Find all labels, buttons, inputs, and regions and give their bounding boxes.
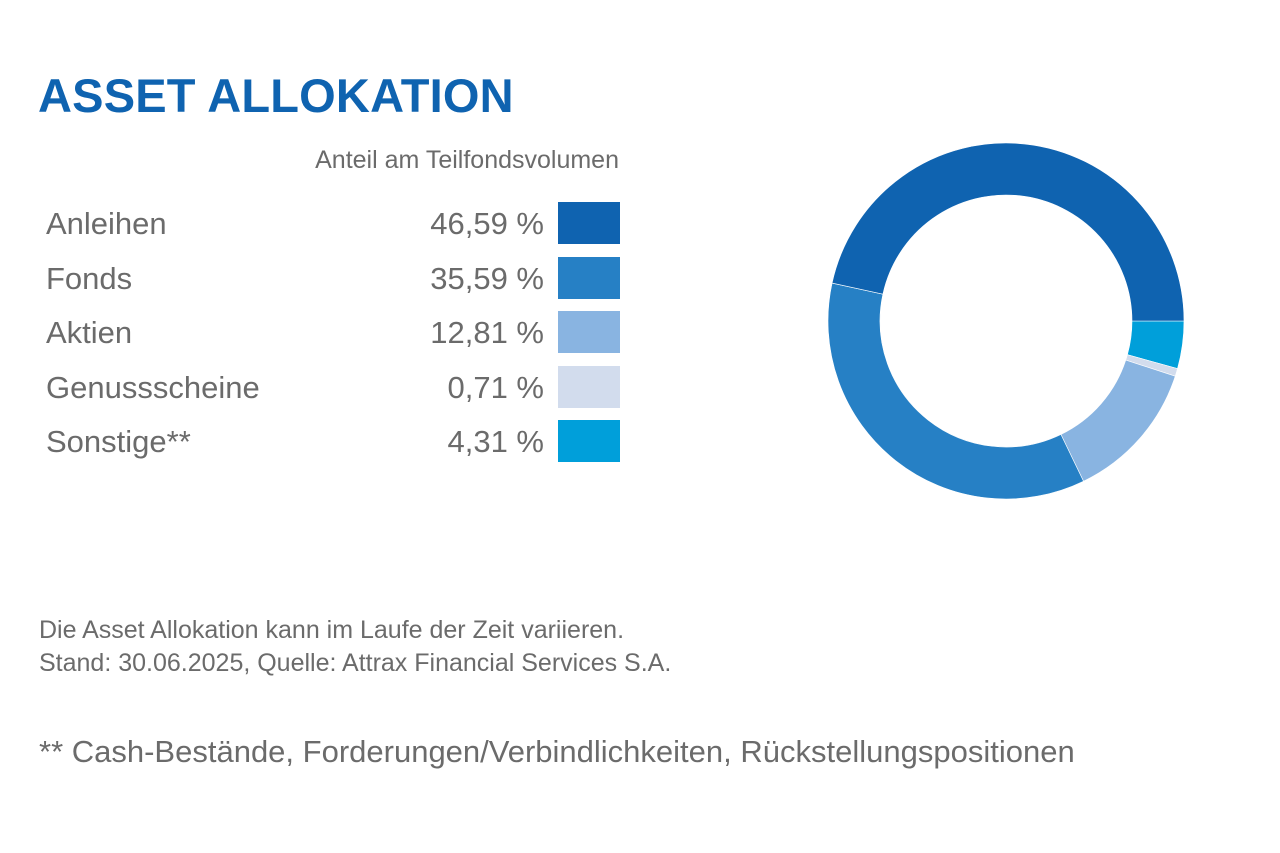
- legend-row-sonstige: Sonstige** 4,31 %: [46, 418, 620, 473]
- donut-chart: [827, 142, 1185, 500]
- legend-swatch: [558, 311, 620, 353]
- legend-row-fonds: Fonds 35,59 %: [46, 255, 620, 310]
- legend-swatch: [558, 256, 620, 299]
- legend-subtitle: Anteil am Teilfondsvolumen: [315, 146, 619, 174]
- page-title: ASSET ALLOKATION: [38, 69, 514, 122]
- legend: Anleihen 46,59 % Fonds 35,59 % Aktien 12…: [46, 200, 620, 473]
- legend-swatch: [558, 365, 620, 408]
- footnote: ** Cash-Bestände, Forderungen/Verbindlic…: [39, 734, 1075, 769]
- donut-segment-aktien: [1060, 359, 1176, 482]
- variation-note: Die Asset Allokation kann im Laufe der Z…: [39, 616, 625, 644]
- legend-label: Fonds: [46, 260, 133, 296]
- legend-swatch: [558, 420, 620, 462]
- legend-value: 12,81 %: [430, 315, 544, 350]
- legend-label: Anleihen: [46, 206, 167, 241]
- legend-value: 46,59 %: [430, 206, 544, 241]
- legend-swatch: [558, 202, 620, 244]
- legend-label: Sonstige**: [46, 424, 191, 459]
- legend-value: 4,31 %: [447, 424, 544, 459]
- legend-row-genussscheine: Genussscheine 0,71 %: [46, 364, 620, 419]
- legend-row-aktien: Aktien 12,81 %: [46, 309, 620, 364]
- legend-value: 35,59 %: [430, 260, 544, 296]
- legend-label: Aktien: [46, 315, 133, 350]
- donut-segment-fonds: [827, 282, 1084, 500]
- legend-label: Genussscheine: [46, 369, 260, 405]
- source-note: Stand: 30.06.2025, Quelle: Attrax Financ…: [39, 649, 672, 677]
- legend-row-anleihen: Anleihen 46,59 %: [46, 200, 620, 255]
- legend-value: 0,71 %: [447, 369, 544, 405]
- donut-segment-anleihen: [831, 142, 1185, 322]
